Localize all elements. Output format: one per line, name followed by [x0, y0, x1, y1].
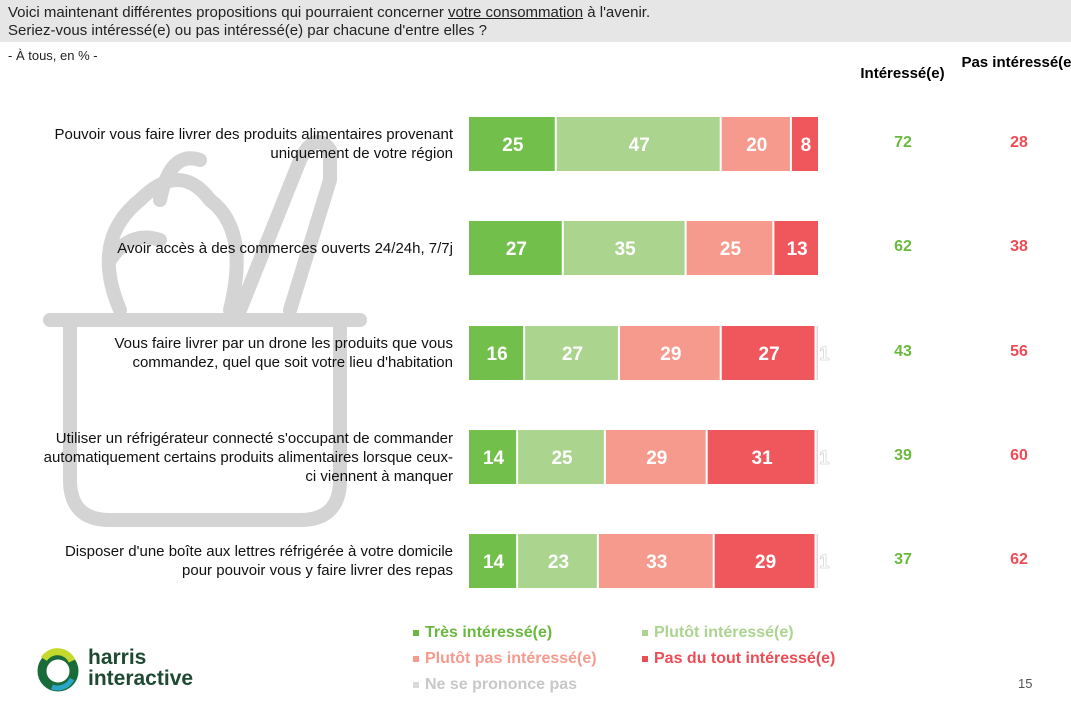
bar-segment [816, 326, 818, 380]
bar-segment [525, 326, 618, 380]
page-number: 15 [1018, 676, 1033, 691]
column-header-interested: Intéressé(e) [860, 65, 945, 82]
data-label: 16 [487, 344, 508, 365]
data-label: 1 [819, 344, 830, 365]
bar-segment [816, 534, 818, 588]
data-label: 8 [801, 135, 812, 156]
bar-segment [469, 221, 562, 275]
question-emphasis: votre consommation [448, 4, 584, 21]
logo-mark-icon [37, 648, 79, 692]
legend-swatch [642, 629, 648, 636]
row-label: Utiliser un réfrigérateur connecté s'occ… [43, 429, 453, 485]
bar-segment [605, 430, 706, 484]
data-label: 14 [483, 448, 505, 469]
question-text: Voici maintenant différentes proposition… [8, 4, 448, 21]
data-label: 14 [483, 552, 505, 573]
row-label: Pouvoir vous faire livrer des produits a… [54, 126, 453, 162]
totals-interested: 39 [894, 447, 912, 464]
totals-interested: 72 [894, 134, 912, 151]
bar-segment [469, 430, 517, 484]
bar-segment [714, 534, 815, 588]
legend-nsp: Ne se prononce pas [413, 676, 577, 694]
data-label: 29 [755, 552, 776, 573]
totals-interested: 43 [894, 343, 912, 360]
row-label: Avoir accès à des commerces ouverts 24/2… [117, 239, 453, 257]
data-label: 31 [752, 448, 774, 469]
data-label: 27 [759, 344, 780, 365]
data-label: 13 [787, 239, 808, 260]
bar-segment [518, 534, 597, 588]
data-label: 25 [502, 135, 524, 156]
data-label: 27 [506, 239, 527, 260]
bar-segment [469, 534, 517, 588]
bar-segment [707, 430, 815, 484]
totals-not-interested: 28 [1010, 134, 1028, 151]
data-label: 25 [551, 448, 573, 469]
totals-interested: 37 [894, 551, 912, 568]
question-header: Voici maintenant différentes proposition… [0, 0, 1071, 42]
data-label: 20 [746, 135, 767, 156]
legend-swatch [413, 655, 419, 662]
base-note: - À tous, en % - [8, 48, 98, 63]
data-label: 29 [660, 344, 681, 365]
bar-segment [469, 117, 555, 171]
legend-swatch [642, 655, 648, 662]
grocery-bag-watermark-icon [43, 135, 367, 527]
totals-not-interested: 38 [1010, 238, 1028, 255]
bar-segment [469, 326, 524, 380]
bar-segment [721, 326, 815, 380]
totals-not-interested: 60 [1010, 447, 1028, 464]
data-label: 33 [646, 552, 667, 573]
bar-segment [518, 430, 604, 484]
data-label: 27 [562, 344, 583, 365]
column-header-not-interested: Pas intéressé(e) [961, 54, 1071, 71]
bar-segment [598, 534, 713, 588]
legend-pas-du-tout-interesse: Pas du tout intéressé(e) [642, 650, 835, 668]
question-text-end: à l'avenir. [583, 4, 651, 21]
legend-plutot-interesse: Plutôt intéressé(e) [642, 624, 794, 642]
question-line2: Seriez-vous intéressé(e) ou pas intéress… [8, 22, 487, 39]
legend-plutot-pas-interesse: Plutôt pas intéressé(e) [413, 650, 597, 668]
totals-not-interested: 56 [1010, 343, 1028, 360]
data-label: 29 [646, 448, 667, 469]
data-label: 25 [720, 239, 742, 260]
bar-segment [721, 117, 790, 171]
data-label: 47 [629, 135, 650, 156]
bar-segment [791, 117, 818, 171]
data-label: 1 [819, 448, 830, 469]
data-label: 35 [615, 239, 637, 260]
bar-segment [619, 326, 720, 380]
data-label: 23 [548, 552, 569, 573]
bar-segment [816, 430, 818, 484]
legend-swatch [413, 629, 419, 636]
row-label: Disposer d'une boîte aux lettres réfrigé… [64, 543, 453, 579]
bar-segment [563, 221, 685, 275]
totals-not-interested: 62 [1010, 551, 1028, 568]
row-label: Vous faire livrer par un drone les produ… [114, 335, 453, 371]
bar-segment [556, 117, 720, 171]
totals-interested: 62 [894, 238, 912, 255]
legend-swatch [413, 681, 419, 688]
bar-segment [774, 221, 818, 275]
legend-tres-interesse: Très intéressé(e) [413, 624, 552, 642]
bar-segment [686, 221, 773, 275]
data-label: 1 [819, 552, 830, 573]
